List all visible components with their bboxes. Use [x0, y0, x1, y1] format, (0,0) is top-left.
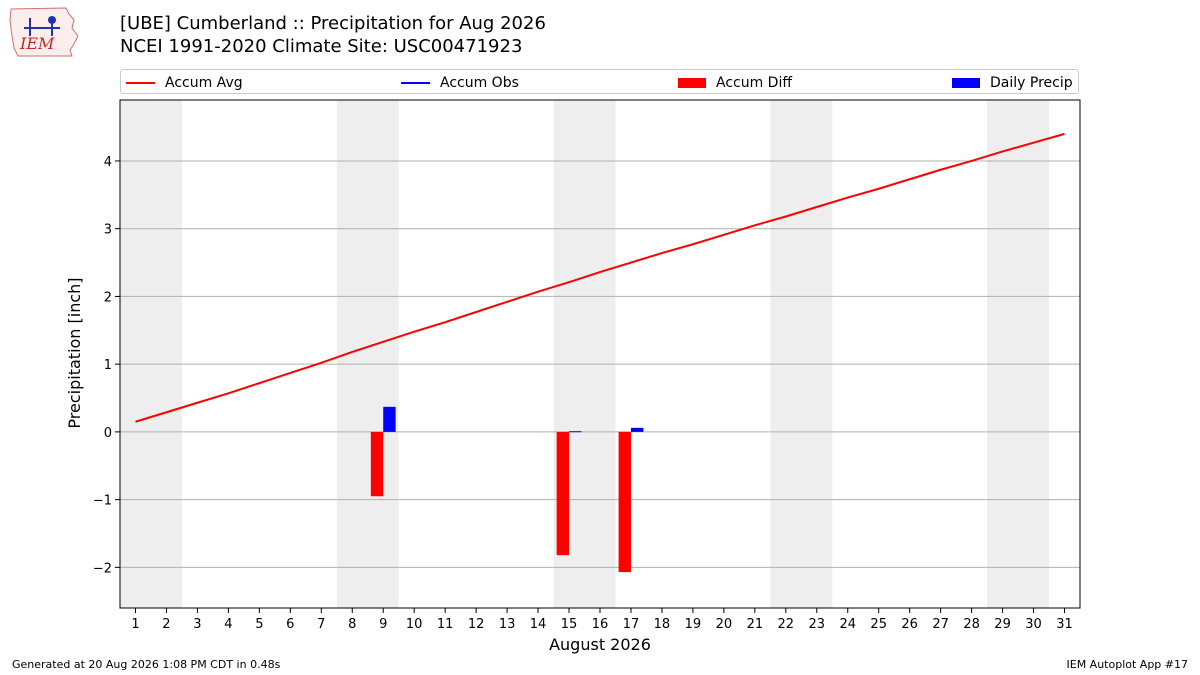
bar-accum-diff: [370, 431, 384, 497]
x-tick-label: 14: [530, 617, 547, 632]
legend-patch-accum-diff: [678, 77, 706, 88]
x-tick-label: 26: [901, 617, 918, 632]
y-tick-label: −1: [93, 494, 112, 509]
y-tick-label: 0: [104, 426, 112, 441]
y-axis-label: Precipitation [inch]: [65, 277, 84, 428]
x-tick-label: 15: [561, 617, 578, 632]
weekend-band-4: [987, 100, 1050, 608]
legend-label-accum-diff: Accum Diff: [716, 74, 793, 91]
x-tick-label: 11: [437, 617, 454, 632]
x-tick-label: 27: [932, 617, 949, 632]
bar-accum-diff: [556, 431, 570, 556]
legend-line-accum-avg: [126, 81, 155, 84]
legend-label-accum-obs: Accum Obs: [440, 74, 519, 91]
x-tick-label: 12: [468, 617, 485, 632]
x-axis-label: August 2026: [549, 635, 651, 654]
x-tick-label: 19: [685, 617, 702, 632]
bars: [370, 406, 644, 573]
x-tick-label: 21: [747, 617, 764, 632]
x-tick-label: 23: [809, 617, 826, 632]
legend-item-accum-obs: Accum Obs: [401, 70, 519, 95]
x-tick-label: 18: [654, 617, 671, 632]
y-axis-ticks: −2 −1 0 1 2 3 4: [93, 155, 120, 576]
chart-title: [UBE] Cumberland :: Precipitation for Au…: [120, 13, 546, 34]
x-tick-label: 10: [406, 617, 423, 632]
y-gridlines: [120, 160, 1080, 568]
x-tick-label: 29: [994, 617, 1011, 632]
y-tick-label: 2: [104, 290, 112, 305]
x-axis-ticks: 1 2 3 4 5 6 7 8 9 10 11 12 13 14 15 16 17 18 19 20 21 22 23 24 2…: [131, 608, 1073, 632]
x-tick-label: 31: [1056, 617, 1073, 632]
x-tick-label: 13: [499, 617, 516, 632]
x-tick-label: 2: [162, 617, 170, 632]
weekend-bands: [120, 100, 1050, 608]
y-tick-label: −2: [93, 561, 112, 576]
weekend-band-3: [770, 100, 833, 608]
x-tick-label: 6: [286, 617, 294, 632]
x-tick-label: 8: [348, 617, 356, 632]
x-tick-label: 3: [193, 617, 201, 632]
series-lines: [135, 132, 1065, 423]
bar-daily-precip: [569, 431, 582, 433]
legend-label-daily-precip: Daily Precip: [990, 74, 1073, 91]
x-tick-label: 1: [131, 617, 139, 632]
chart-subtitle: NCEI 1991-2020 Climate Site: USC00471923: [120, 36, 523, 57]
bar-daily-precip: [630, 427, 644, 432]
legend-item-daily-precip: Daily Precip: [952, 70, 1073, 95]
x-tick-label: 25: [870, 617, 887, 632]
line-accum-avg: [135, 132, 1065, 423]
legend-line-accum-obs: [401, 81, 430, 84]
x-tick-label: 9: [379, 617, 387, 632]
x-tick-label: 7: [317, 617, 325, 632]
legend-label-accum-avg: Accum Avg: [165, 74, 243, 91]
bar-accum-diff: [618, 431, 631, 573]
x-tick-label: 20: [716, 617, 733, 632]
iem-logo: IEM: [8, 6, 80, 62]
y-tick-label: 1: [104, 358, 112, 373]
y-tick-label: 3: [104, 223, 112, 238]
x-tick-label: 30: [1025, 617, 1042, 632]
footer-generated: Generated at 20 Aug 2026 1:08 PM CDT in …: [12, 658, 281, 671]
logo-text: IEM: [20, 34, 55, 53]
x-tick-label: 28: [963, 617, 980, 632]
legend-item-accum-avg: Accum Avg: [126, 70, 243, 95]
x-tick-label: 5: [255, 617, 263, 632]
legend-item-accum-diff: Accum Diff: [678, 70, 792, 95]
y-tick-label: 4: [104, 155, 112, 170]
footer-app-id: IEM Autoplot App #17: [1066, 658, 1189, 671]
legend-patch-daily-precip: [952, 77, 980, 88]
x-tick-label: 4: [224, 617, 232, 632]
weekend-band-0: [120, 100, 182, 608]
x-tick-label: 24: [839, 617, 856, 632]
legend: Accum Avg Accum Obs Accum Diff Daily Pre…: [120, 69, 1079, 94]
x-tick-label: 22: [778, 617, 795, 632]
x-tick-label: 16: [592, 617, 609, 632]
x-tick-label: 17: [623, 617, 640, 632]
bar-daily-precip: [383, 406, 396, 432]
